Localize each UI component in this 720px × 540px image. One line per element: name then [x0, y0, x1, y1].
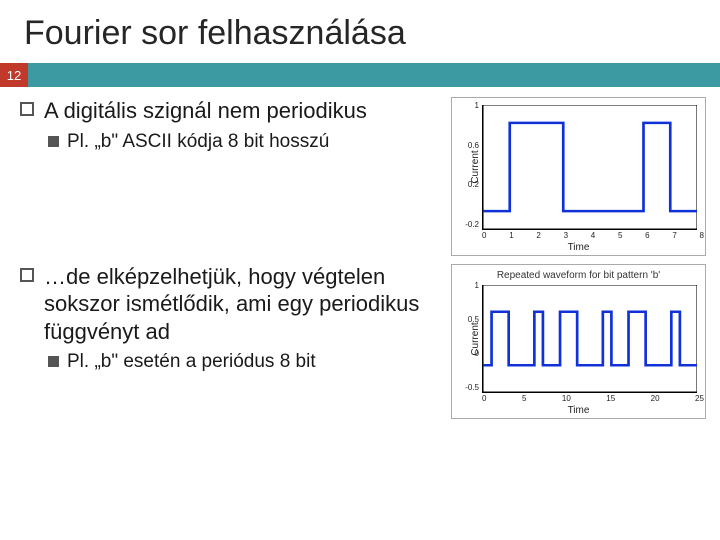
sub-bullet-icon [48, 136, 59, 147]
spacer [20, 153, 445, 263]
page-bar: 12 [0, 63, 720, 87]
chart1-xlabel: Time [456, 242, 701, 253]
sub-bullet-icon [48, 356, 59, 367]
bullet-icon [20, 102, 34, 116]
page-number-badge: 12 [0, 63, 28, 87]
charts-column: 1 0.6 0.2 -0.2 Current 0 1 2 3 4 5 6 [451, 97, 706, 535]
bullet-2-sub: Pl. „b" esetén a periódus 8 bit [48, 351, 445, 373]
chart2-xlabel: Time [456, 405, 701, 416]
bullet-2: …de elképzelhetjük, hogy végtelen sokszo… [20, 263, 445, 346]
chart2-wave [483, 285, 697, 392]
chart-single-bit: 1 0.6 0.2 -0.2 Current 0 1 2 3 4 5 6 [451, 97, 706, 256]
chart2-title: Repeated waveform for bit pattern 'b' [456, 270, 701, 281]
chart2-xticks: 0 5 10 15 20 25 [482, 394, 704, 403]
chart1-wave [483, 105, 697, 229]
bullet-1-sub-text: Pl. „b" ASCII kódja 8 bit hosszú [67, 131, 329, 153]
chart2-ylabel: Current [470, 322, 481, 355]
bullet-icon [20, 268, 34, 282]
content-area: A digitális szignál nem periodikus Pl. „… [0, 87, 720, 535]
slide-title: Fourier sor felhasználása [0, 0, 720, 63]
bar-accent [28, 63, 720, 87]
chart1-ylabel: Current [470, 150, 481, 183]
chart2-axes: 1 0.5 0 -0.5 Current [482, 285, 697, 393]
bullet-2-text: …de elképzelhetjük, hogy végtelen sokszo… [44, 263, 445, 346]
chart-repeated: Repeated waveform for bit pattern 'b' 1 … [451, 264, 706, 419]
chart1-axes: 1 0.6 0.2 -0.2 Current [482, 105, 697, 230]
bullet-1-text: A digitális szignál nem periodikus [44, 97, 367, 125]
bullet-1-sub: Pl. „b" ASCII kódja 8 bit hosszú [48, 131, 445, 153]
text-column: A digitális szignál nem periodikus Pl. „… [14, 97, 445, 535]
bullet-2-sub-text: Pl. „b" esetén a periódus 8 bit [67, 351, 316, 373]
bullet-1: A digitális szignál nem periodikus [20, 97, 445, 125]
chart1-xticks: 0 1 2 3 4 5 6 7 8 [482, 231, 704, 240]
